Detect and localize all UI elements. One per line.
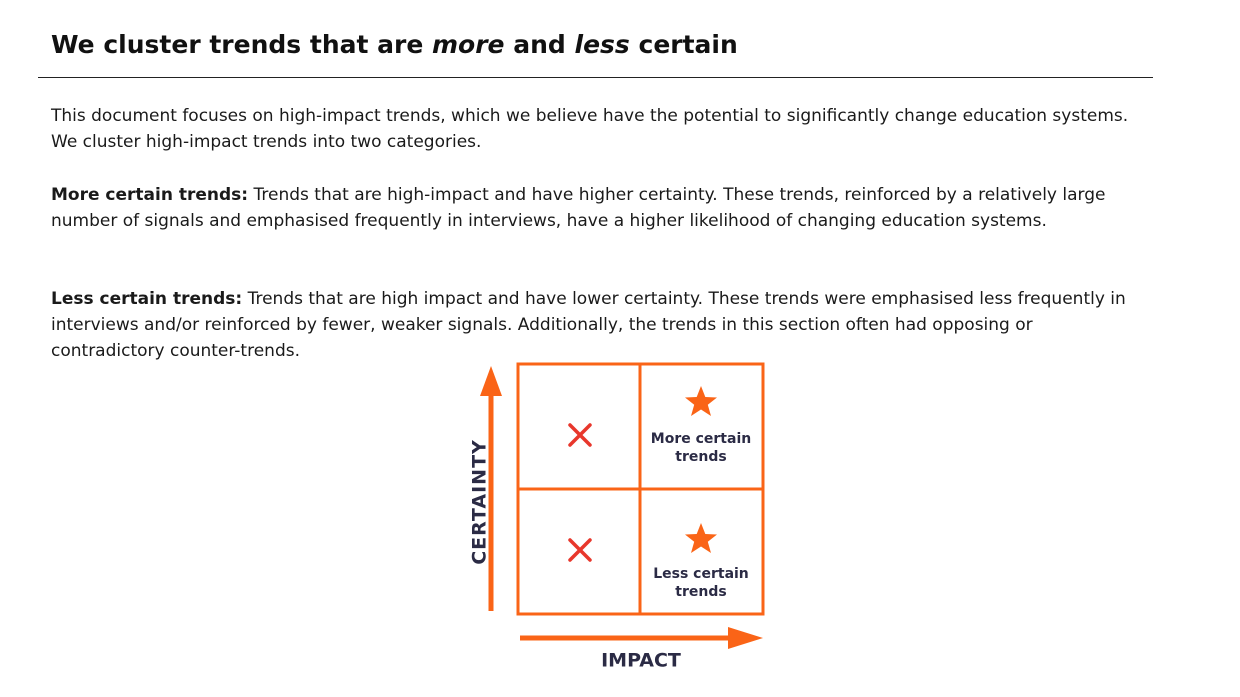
cross-icon: [568, 538, 592, 562]
y-axis-label: CERTAINTY: [469, 439, 491, 565]
y-arrow-head: [480, 366, 502, 396]
paragraph-text: Trends that are high impact and have low…: [51, 289, 1126, 361]
paragraph: More certain trends: Trends that are hig…: [51, 182, 1151, 234]
title-part: more: [432, 30, 505, 59]
cross-icon: [568, 423, 592, 447]
quadrant-label: More certain trends: [650, 431, 752, 465]
paragraph-text: Trends that are high-impact and have hig…: [51, 185, 1106, 231]
star-icon: [685, 386, 717, 416]
title-part: less: [574, 30, 630, 59]
title-rule: [38, 77, 1153, 78]
title-part: We cluster trends that are: [51, 30, 432, 59]
grid: [516, 362, 765, 616]
paragraph-label: Less certain trends:: [51, 289, 243, 309]
quadrant-label: Less certain trends: [653, 566, 749, 600]
title-part: certain: [629, 30, 738, 59]
paragraph-label: More certain trends:: [51, 185, 249, 205]
x-arrow-head: [728, 627, 763, 649]
x-axis-label: IMPACT: [601, 650, 681, 672]
star-icon: [685, 523, 717, 553]
paragraph-text: This document focuses on high-impact tre…: [51, 106, 1129, 152]
paragraph: Less certain trends: Trends that are hig…: [51, 286, 1151, 364]
title: We cluster trends that are more and less…: [51, 30, 738, 59]
title-part: and: [504, 30, 575, 59]
paragraph: This document focuses on high-impact tre…: [51, 103, 1151, 155]
